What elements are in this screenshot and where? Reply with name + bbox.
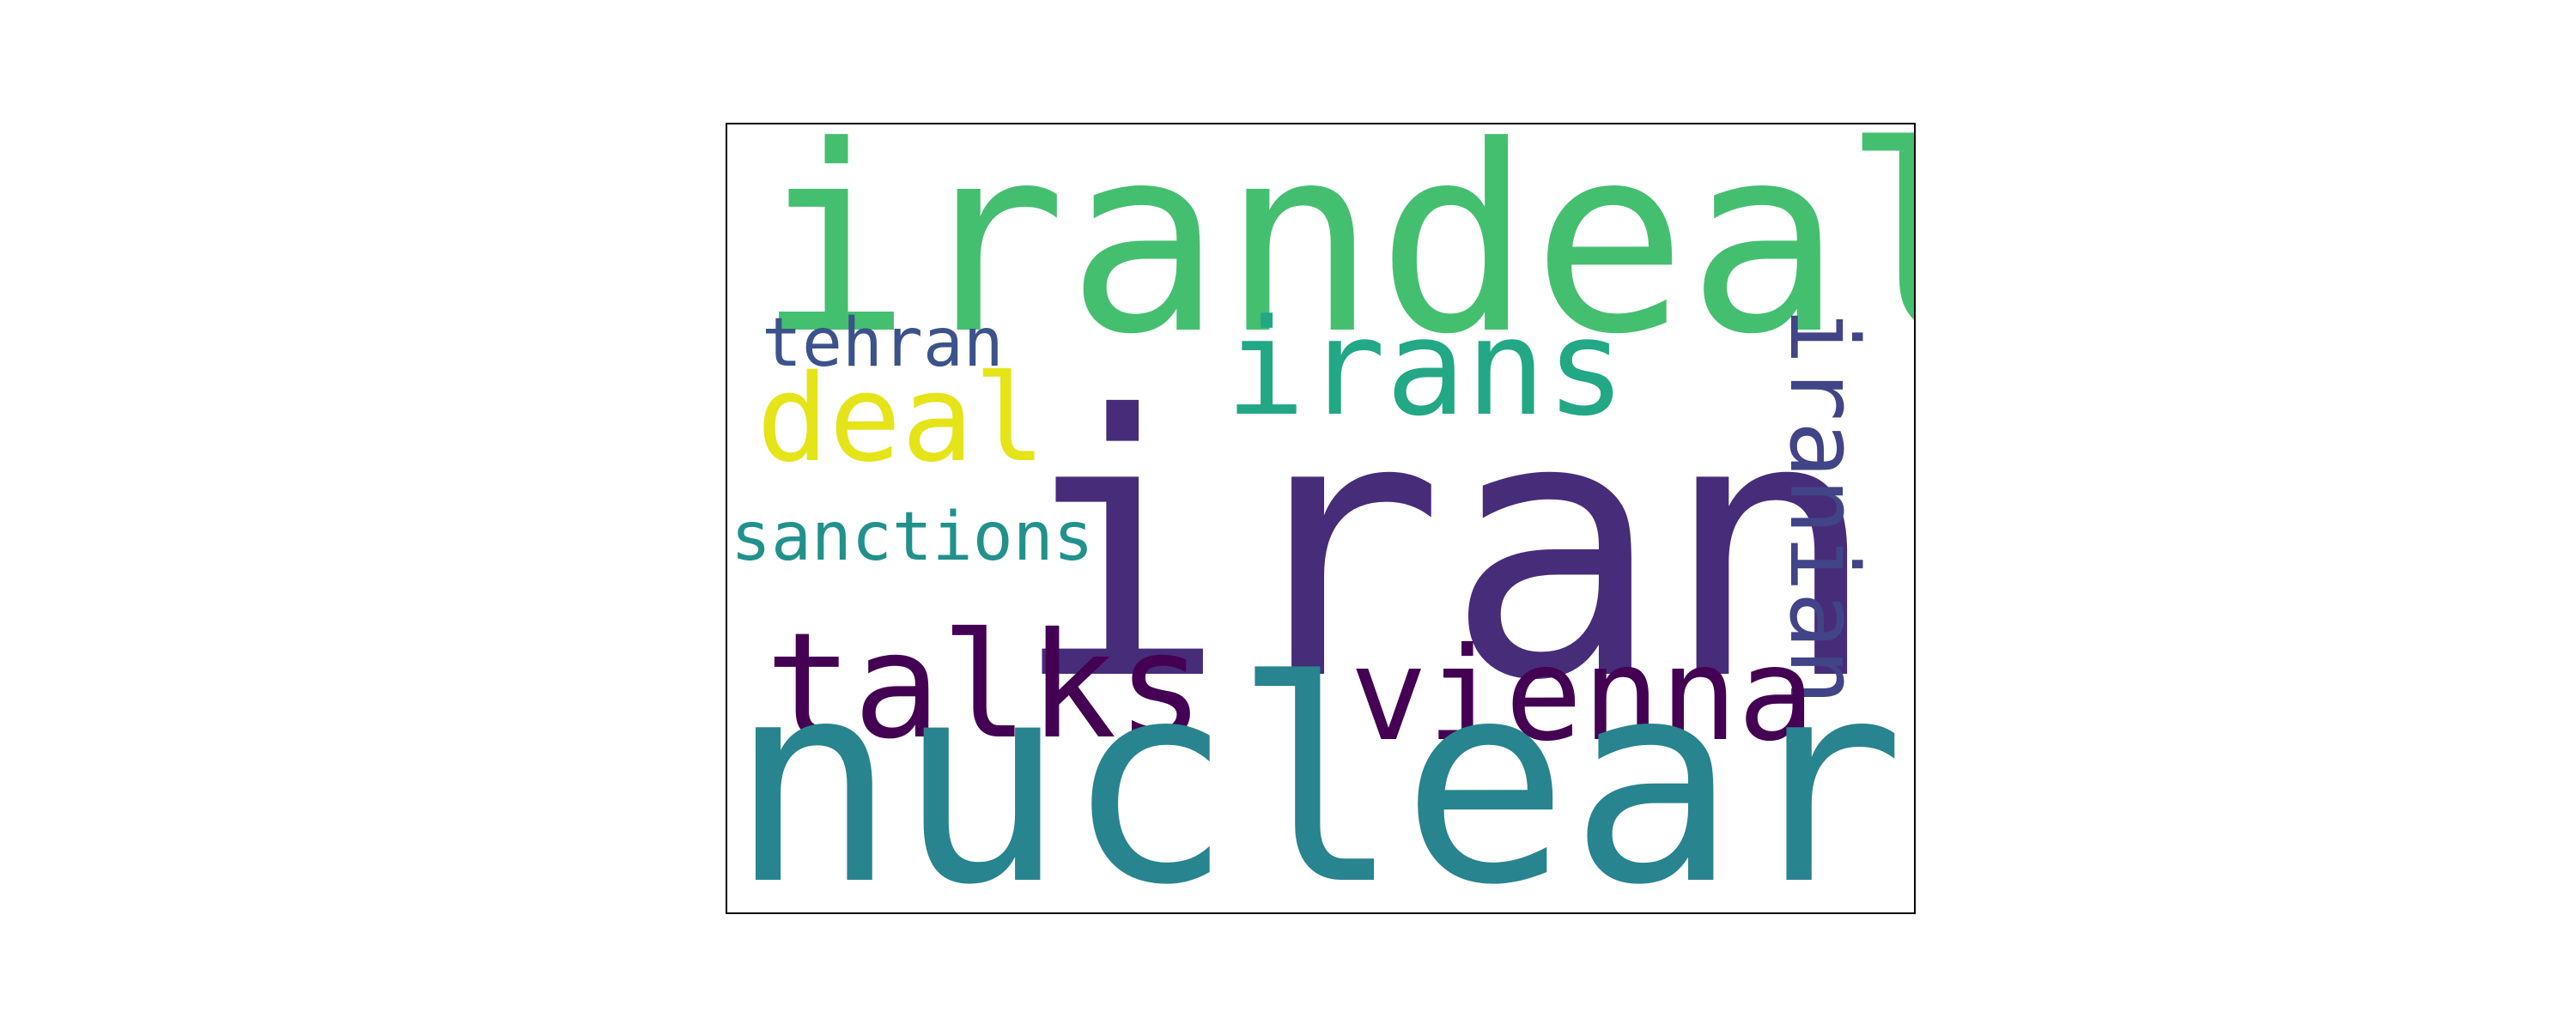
word-talks: talks <box>765 602 1205 772</box>
word-cloud-frame: irandeal tehran irans deal iran sanction… <box>726 123 1916 914</box>
word-irandeal: irandeal <box>756 123 1916 391</box>
word-iran: iran <box>1011 340 1880 760</box>
word-sanctions: sanctions <box>731 499 1094 576</box>
word-deal: deal <box>756 349 1047 489</box>
word-vienna: vienna <box>1350 621 1815 770</box>
word-tehran: tehran <box>762 305 1004 382</box>
word-nuclear: nuclear <box>729 621 1905 914</box>
word-irans: irans <box>1225 290 1626 445</box>
